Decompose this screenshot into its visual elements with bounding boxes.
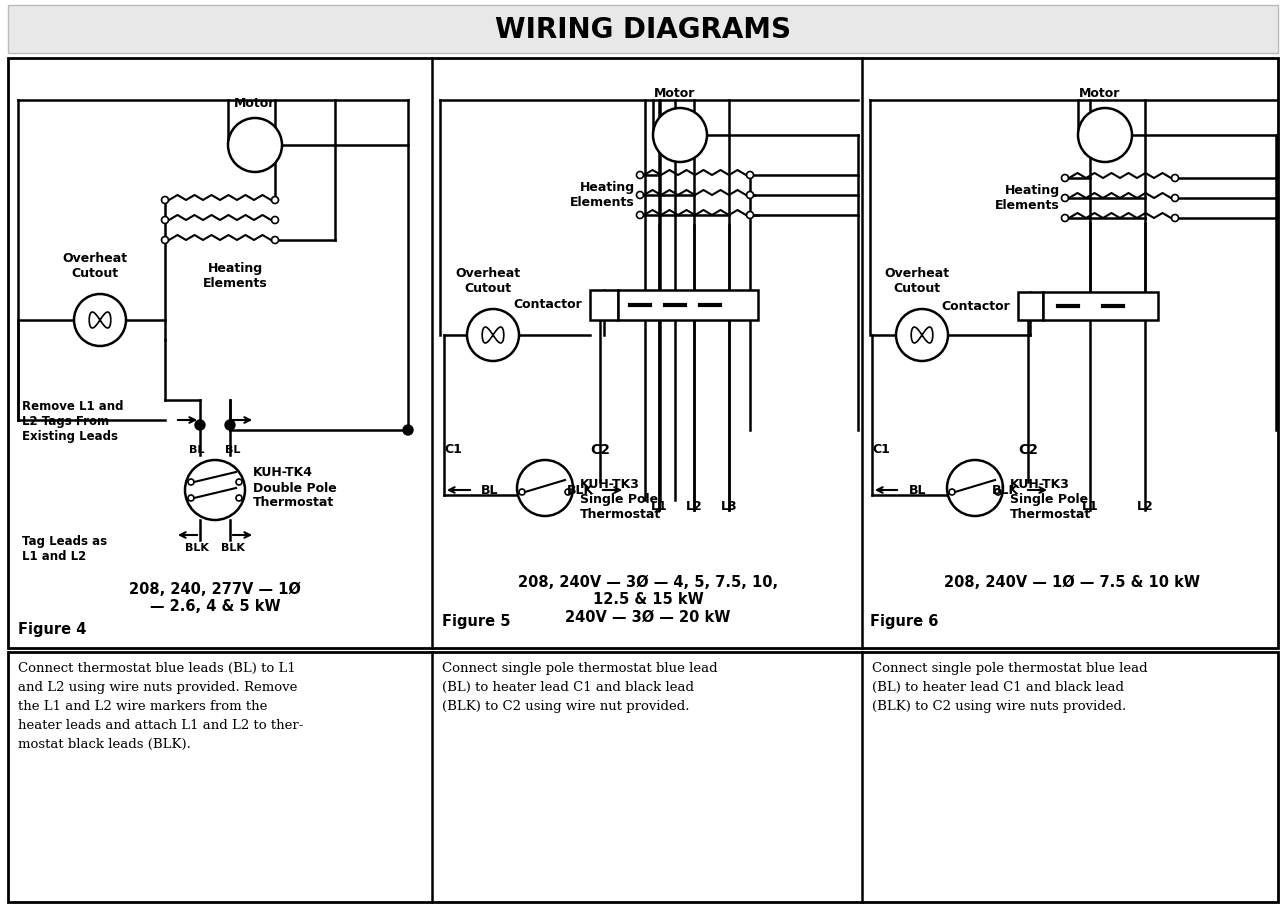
- Text: WIRING DIAGRAMS: WIRING DIAGRAMS: [495, 16, 791, 44]
- Circle shape: [746, 191, 754, 198]
- Text: KUH-TK4
Double Pole
Thermostat: KUH-TK4 Double Pole Thermostat: [253, 467, 337, 510]
- Circle shape: [637, 171, 643, 178]
- Circle shape: [1172, 195, 1178, 201]
- Circle shape: [237, 479, 242, 485]
- Text: Connect single pole thermostat blue lead
(BL) to heater lead C1 and black lead
(: Connect single pole thermostat blue lead…: [442, 662, 718, 713]
- Bar: [619, 290, 757, 320]
- Text: L2: L2: [1137, 500, 1154, 513]
- Circle shape: [1172, 175, 1178, 181]
- Bar: [8, 5, 1278, 53]
- Text: C2: C2: [1019, 443, 1038, 457]
- Text: BL: BL: [189, 445, 204, 455]
- Bar: [1019, 292, 1043, 320]
- Text: Motor: Motor: [234, 97, 275, 110]
- Circle shape: [188, 479, 194, 485]
- Circle shape: [946, 460, 1003, 516]
- Text: BLK: BLK: [566, 483, 594, 497]
- Circle shape: [520, 489, 525, 495]
- Text: Overheat
Cutout: Overheat Cutout: [63, 252, 127, 280]
- Text: Figure 6: Figure 6: [871, 614, 939, 629]
- Circle shape: [185, 460, 246, 520]
- Circle shape: [1061, 195, 1069, 201]
- Text: C1: C1: [872, 443, 890, 456]
- Text: BLK: BLK: [221, 543, 244, 553]
- Text: L1: L1: [1082, 500, 1098, 513]
- Circle shape: [949, 489, 955, 495]
- Circle shape: [1061, 215, 1069, 221]
- Bar: [590, 290, 619, 320]
- Circle shape: [637, 191, 643, 198]
- Circle shape: [162, 217, 168, 224]
- Text: Overheat
Cutout: Overheat Cutout: [885, 267, 949, 295]
- Text: KUH-TK3
Single Pole
Thermostat: KUH-TK3 Single Pole Thermostat: [580, 479, 661, 521]
- Circle shape: [1078, 108, 1132, 162]
- Circle shape: [75, 294, 126, 346]
- Text: BL: BL: [225, 445, 240, 455]
- Text: KUH-TK3
Single Pole
Thermostat: KUH-TK3 Single Pole Thermostat: [1010, 479, 1092, 521]
- Text: Heating
Elements: Heating Elements: [570, 181, 635, 209]
- Circle shape: [271, 237, 279, 244]
- Text: Figure 5: Figure 5: [442, 614, 511, 629]
- Text: C2: C2: [590, 443, 610, 457]
- Text: L1: L1: [651, 500, 667, 513]
- Bar: [1043, 292, 1157, 320]
- Circle shape: [271, 197, 279, 204]
- Circle shape: [228, 118, 282, 172]
- Circle shape: [896, 309, 948, 361]
- Text: L3: L3: [720, 500, 737, 513]
- Bar: [8, 652, 1278, 902]
- Circle shape: [746, 171, 754, 178]
- Text: Remove L1 and
L2 Tags From
Existing Leads: Remove L1 and L2 Tags From Existing Lead…: [22, 400, 123, 443]
- Circle shape: [746, 211, 754, 218]
- Text: BL: BL: [909, 483, 927, 497]
- Text: L2: L2: [685, 500, 702, 513]
- Circle shape: [188, 495, 194, 501]
- Text: C1: C1: [444, 443, 462, 456]
- Circle shape: [995, 489, 1001, 495]
- Text: Tag Leads as
L1 and L2: Tag Leads as L1 and L2: [22, 535, 107, 563]
- Circle shape: [517, 460, 574, 516]
- Text: BLK: BLK: [992, 483, 1019, 497]
- Circle shape: [653, 108, 707, 162]
- Text: Motor: Motor: [655, 87, 696, 100]
- Text: Heating
Elements: Heating Elements: [203, 262, 267, 290]
- Circle shape: [195, 420, 204, 430]
- Circle shape: [162, 237, 168, 244]
- Text: Connect single pole thermostat blue lead
(BL) to heater lead C1 and black lead
(: Connect single pole thermostat blue lead…: [872, 662, 1147, 713]
- Text: BLK: BLK: [185, 543, 208, 553]
- Circle shape: [225, 420, 235, 430]
- Circle shape: [1172, 215, 1178, 221]
- Text: Connect thermostat blue leads (BL) to L1
and L2 using wire nuts provided. Remove: Connect thermostat blue leads (BL) to L1…: [18, 662, 303, 751]
- Text: Contactor: Contactor: [513, 298, 583, 311]
- Text: Contactor: Contactor: [941, 299, 1010, 312]
- Text: Heating
Elements: Heating Elements: [995, 184, 1060, 212]
- Bar: [8, 58, 1278, 648]
- Text: BL: BL: [481, 483, 499, 497]
- Circle shape: [467, 309, 520, 361]
- Text: Figure 4: Figure 4: [18, 622, 86, 637]
- Circle shape: [162, 197, 168, 204]
- Text: 208, 240V — 3Ø — 4, 5, 7.5, 10,
12.5 & 15 kW
240V — 3Ø — 20 kW: 208, 240V — 3Ø — 4, 5, 7.5, 10, 12.5 & 1…: [518, 575, 778, 625]
- Text: Overheat
Cutout: Overheat Cutout: [455, 267, 521, 295]
- Circle shape: [637, 211, 643, 218]
- Text: 208, 240V — 1Ø — 7.5 & 10 kW: 208, 240V — 1Ø — 7.5 & 10 kW: [944, 575, 1200, 590]
- Circle shape: [271, 217, 279, 224]
- Circle shape: [565, 489, 571, 495]
- Circle shape: [403, 425, 413, 435]
- Text: 208, 240, 277V — 1Ø
— 2.6, 4 & 5 kW: 208, 240, 277V — 1Ø — 2.6, 4 & 5 kW: [129, 582, 301, 614]
- Text: Motor: Motor: [1079, 87, 1120, 100]
- Circle shape: [237, 495, 242, 501]
- Circle shape: [1061, 175, 1069, 181]
